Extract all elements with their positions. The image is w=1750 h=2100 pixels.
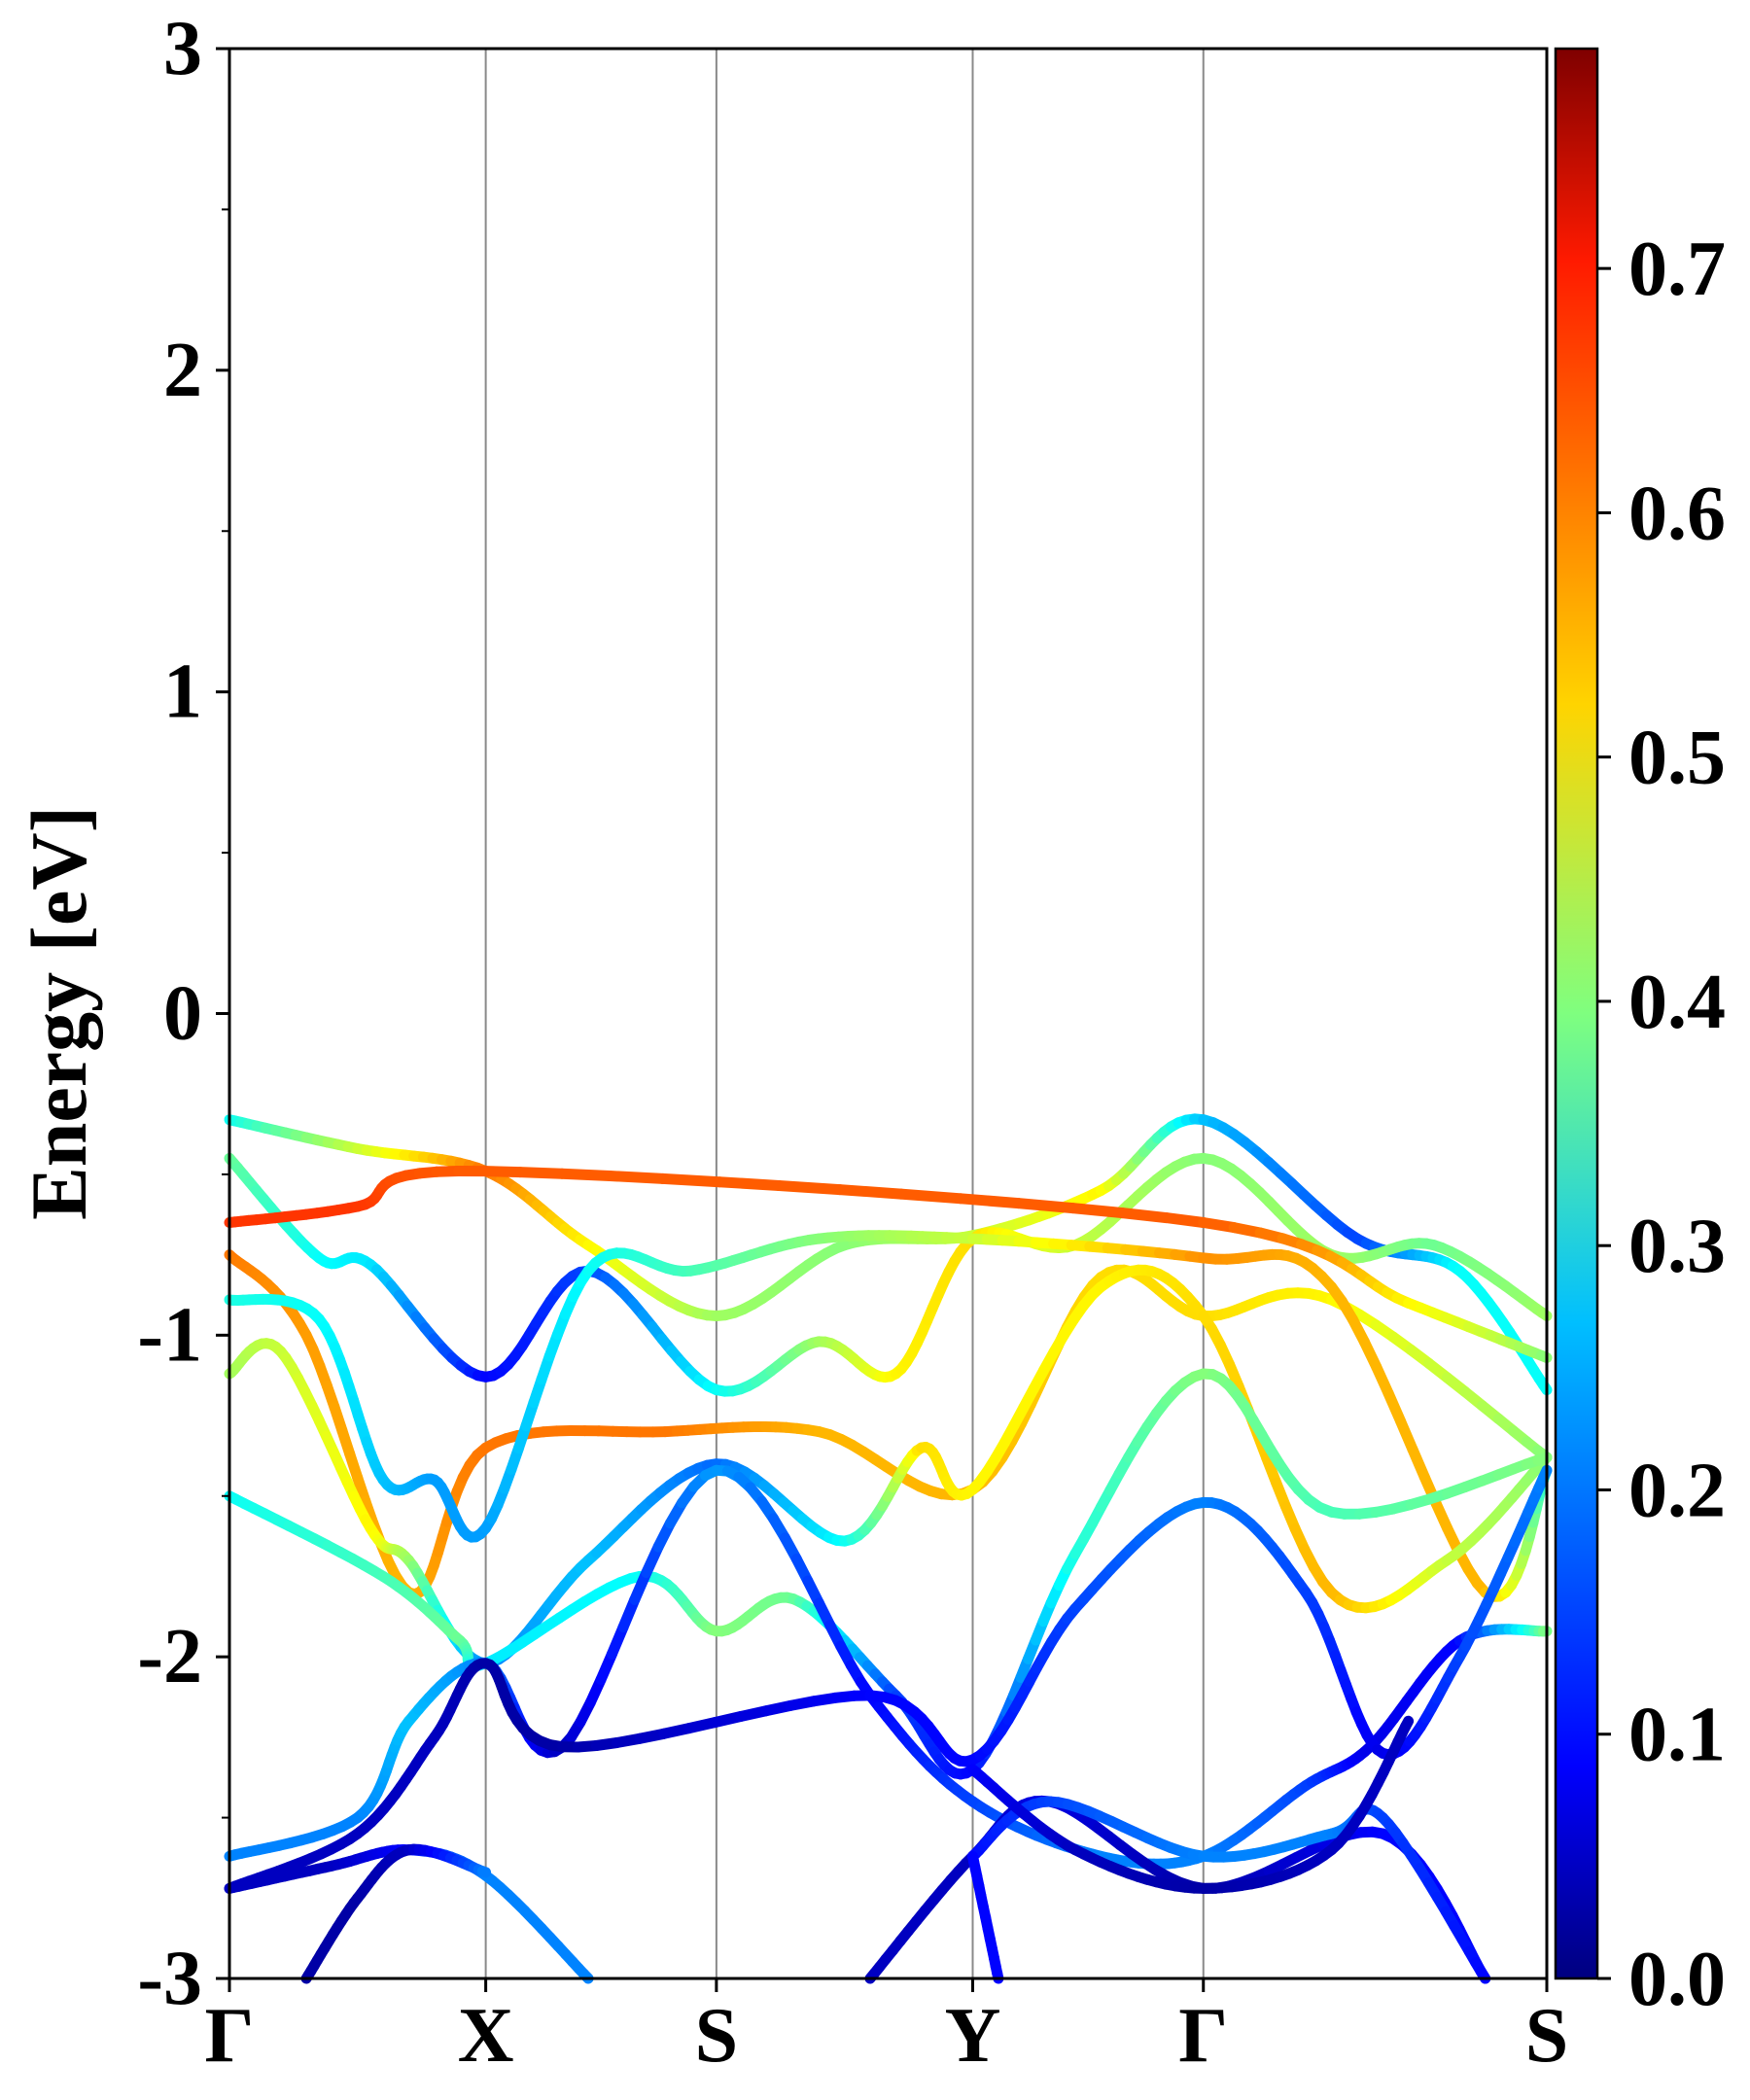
band-line: [224, 1464, 1553, 1894]
plot-area: [224, 47, 1553, 1984]
band-segment: [1013, 1198, 1078, 1214]
band-line: [224, 1166, 1553, 1363]
band-segment: [1161, 1212, 1209, 1228]
colorbar-tick-label: 0.6: [1628, 471, 1726, 556]
y-tick-label: 0: [163, 971, 202, 1057]
kpoint-label: Γ: [205, 1993, 255, 2079]
colorbar: 0.0 0.1 0.2 0.3 0.4 0.5 0.6 0.7: [1554, 47, 1726, 2022]
y-axis: 3 2 1 0 -1 -2 -3: [137, 6, 229, 2021]
band-segment: [1068, 1203, 1129, 1219]
colorbar-gradient: [1554, 47, 1599, 1980]
band-segment: [657, 1172, 725, 1188]
y-tick-label: 3: [163, 6, 202, 91]
y-tick-label: -1: [137, 1292, 202, 1378]
band-segment: [773, 1180, 846, 1196]
y-tick-label: 2: [163, 328, 202, 413]
band-segment: [834, 1184, 906, 1200]
y-tick-label: 1: [163, 649, 202, 735]
bands-layer: [224, 1113, 1553, 1984]
kpoint-label: S: [695, 1993, 739, 2079]
band-segment: [895, 1188, 966, 1205]
band-segment: [556, 1168, 615, 1181]
vertical-kpoint-lines: [484, 49, 1205, 1978]
band-segment: [1117, 1208, 1172, 1224]
colorbar-tick-label: 0.2: [1628, 1448, 1726, 1533]
colorbar-tick-label: 0.0: [1628, 1937, 1726, 2022]
colorbar-tick-label: 0.7: [1628, 227, 1726, 312]
band-segment: [955, 1193, 1025, 1209]
y-axis-label: Energy [eV]: [15, 806, 103, 1220]
kpoint-label: Γ: [1178, 1993, 1228, 2079]
y-tick-label: -3: [137, 1936, 202, 2021]
colorbar-tick-label: 0.4: [1628, 960, 1726, 1045]
band-line: [224, 1264, 1553, 1669]
band-line: [967, 1715, 1415, 1894]
band-segment: [1532, 1452, 1553, 1466]
y-tick-label: -2: [137, 1614, 202, 1699]
plot-background: [229, 49, 1547, 1978]
kpoint-label: Y: [945, 1993, 1001, 2079]
band-line: [300, 1843, 492, 1984]
band-segment: [1400, 1715, 1415, 1732]
colorbar-tick-label: 0.5: [1628, 716, 1726, 801]
band-segment: [514, 1167, 568, 1179]
colorbar-tick-label: 0.3: [1628, 1204, 1726, 1289]
colorbar-ticks: 0.0 0.1 0.2 0.3 0.4 0.5 0.6 0.7: [1597, 227, 1726, 2022]
colorbar-tick-label: 0.1: [1628, 1693, 1726, 1778]
band-segment: [604, 1171, 669, 1184]
kpoint-label: X: [458, 1993, 514, 2079]
kpoint-label: S: [1525, 1993, 1569, 2079]
band-segment: [714, 1176, 785, 1191]
band-line: [224, 1230, 1553, 1602]
